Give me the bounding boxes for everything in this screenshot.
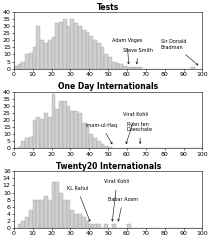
Bar [116, 63, 119, 69]
Bar [104, 146, 108, 148]
Bar [18, 147, 21, 148]
Bar [51, 182, 55, 228]
Bar [97, 43, 101, 69]
Bar [74, 23, 78, 69]
Bar [37, 26, 40, 69]
Bar [14, 66, 18, 69]
Bar [78, 214, 82, 228]
Text: KL Rahul: KL Rahul [67, 186, 90, 221]
Bar [48, 200, 51, 228]
Text: Imam-ul-Haq: Imam-ul-Haq [85, 123, 118, 144]
Bar [131, 67, 135, 69]
Bar [85, 221, 89, 228]
Bar [70, 111, 74, 148]
Bar [33, 200, 37, 228]
Bar [21, 221, 25, 228]
Bar [63, 200, 67, 228]
Bar [85, 127, 89, 148]
Text: Sir Donald
Bradman: Sir Donald Bradman [161, 39, 198, 65]
Text: Virat Kohli: Virat Kohli [104, 179, 130, 221]
Bar [67, 106, 70, 148]
Bar [108, 57, 112, 69]
Bar [48, 40, 51, 69]
Bar [93, 224, 97, 228]
Bar [33, 120, 37, 148]
Bar [112, 224, 116, 228]
Bar [123, 66, 127, 69]
Bar [44, 43, 48, 69]
Text: Virat Kohli: Virat Kohli [123, 112, 148, 144]
Bar [127, 224, 131, 228]
Bar [101, 144, 104, 148]
Bar [82, 217, 85, 228]
Bar [29, 53, 33, 69]
Title: Twenty20 Internationals: Twenty20 Internationals [55, 162, 161, 171]
Bar [97, 224, 101, 228]
Bar [55, 109, 59, 148]
Bar [85, 32, 89, 69]
Bar [135, 67, 138, 69]
Bar [104, 224, 108, 228]
Bar [25, 138, 29, 148]
Text: Ryan ten
Doeschate: Ryan ten Doeschate [127, 122, 153, 144]
Bar [18, 224, 21, 228]
Bar [37, 117, 40, 148]
Bar [93, 138, 97, 148]
Bar [21, 62, 25, 69]
Bar [63, 19, 67, 69]
Bar [44, 113, 48, 148]
Bar [55, 23, 59, 69]
Bar [29, 210, 33, 228]
Bar [89, 134, 93, 148]
Bar [63, 102, 67, 148]
Text: Steve Smith: Steve Smith [123, 48, 153, 64]
Bar [78, 26, 82, 69]
Bar [40, 40, 44, 69]
Bar [191, 67, 195, 69]
Bar [29, 137, 33, 148]
Bar [67, 26, 70, 69]
Bar [108, 147, 112, 148]
Bar [59, 102, 63, 148]
Bar [59, 192, 63, 228]
Bar [40, 200, 44, 228]
Bar [82, 30, 85, 69]
Bar [70, 19, 74, 69]
Bar [89, 224, 93, 228]
Bar [74, 214, 78, 228]
Bar [25, 54, 29, 69]
Bar [93, 40, 97, 69]
Title: Tests: Tests [97, 3, 119, 12]
Bar [51, 94, 55, 148]
Bar [48, 117, 51, 148]
Bar [59, 22, 63, 69]
Text: Babar Azam: Babar Azam [108, 197, 138, 221]
Bar [67, 200, 70, 228]
Bar [51, 38, 55, 69]
Bar [37, 200, 40, 228]
Bar [78, 113, 82, 148]
Bar [55, 182, 59, 228]
Title: One Day Internationals: One Day Internationals [58, 82, 158, 92]
Text: Adam Voges: Adam Voges [112, 38, 142, 64]
Bar [44, 196, 48, 228]
Bar [89, 36, 93, 69]
Bar [40, 119, 44, 148]
Bar [21, 141, 25, 148]
Bar [82, 123, 85, 148]
Bar [25, 217, 29, 228]
Bar [70, 210, 74, 228]
Bar [74, 111, 78, 148]
Bar [112, 62, 116, 69]
Bar [127, 67, 131, 69]
Bar [33, 47, 37, 69]
Bar [18, 65, 21, 69]
Bar [119, 65, 123, 69]
Bar [104, 54, 108, 69]
Bar [101, 47, 104, 69]
Bar [97, 141, 101, 148]
Bar [138, 67, 142, 69]
